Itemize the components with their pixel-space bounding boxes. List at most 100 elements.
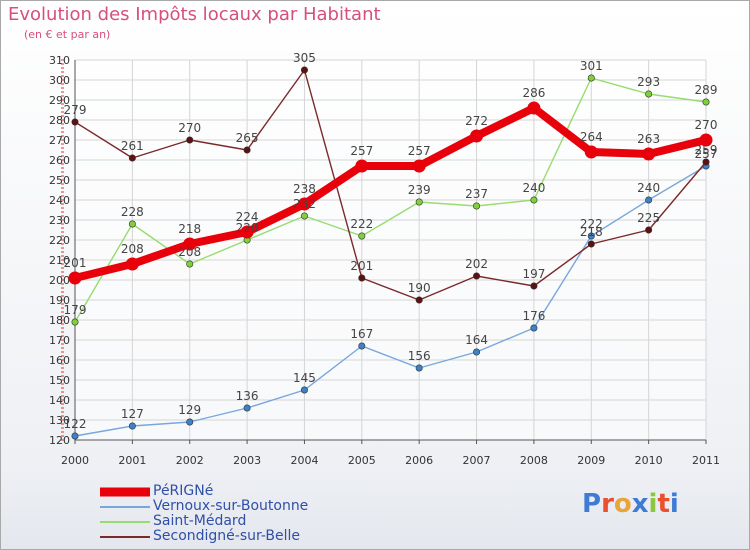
x-tick-label: 2009 xyxy=(577,454,605,467)
logo-letter: P xyxy=(582,489,602,519)
data-point xyxy=(125,257,139,271)
y-tick-label: 220 xyxy=(49,234,70,247)
data-label: 270 xyxy=(695,118,718,132)
data-label: 208 xyxy=(178,245,201,259)
data-label: 222 xyxy=(350,217,373,231)
x-tick-label: 2007 xyxy=(463,454,491,467)
y-tick-label: 130 xyxy=(49,414,70,427)
data-point xyxy=(412,159,426,173)
logo-letter: t xyxy=(657,489,670,519)
data-point xyxy=(473,202,481,210)
x-tick-label: 2005 xyxy=(348,454,376,467)
data-label: 257 xyxy=(695,147,718,161)
data-point xyxy=(358,342,366,350)
y-tick-label: 280 xyxy=(49,114,70,127)
data-label: 239 xyxy=(408,183,431,197)
data-label: 179 xyxy=(64,303,87,317)
legend-item: Vernoux-sur-Boutonne xyxy=(100,499,400,514)
x-tick-label: 2003 xyxy=(233,454,261,467)
data-point xyxy=(71,432,79,440)
data-point xyxy=(186,136,194,144)
data-point xyxy=(527,101,541,115)
data-point xyxy=(297,197,311,211)
y-tick-label: 190 xyxy=(49,294,70,307)
data-point xyxy=(584,145,598,159)
logo-letter: x xyxy=(631,489,649,519)
data-label: 201 xyxy=(350,259,373,273)
logo-letter: i xyxy=(648,489,658,519)
legend-item: PéRIGNé xyxy=(100,484,400,499)
data-label: 301 xyxy=(580,59,603,73)
y-tick-label: 250 xyxy=(49,174,70,187)
data-label: 218 xyxy=(580,225,603,239)
y-tick-label: 120 xyxy=(49,434,70,447)
legend-swatch xyxy=(100,505,150,508)
data-point xyxy=(300,66,308,74)
logo-letter: i xyxy=(669,489,679,519)
data-label: 201 xyxy=(64,256,87,270)
data-point xyxy=(243,404,251,412)
data-point xyxy=(68,271,82,285)
x-tick-label: 2000 xyxy=(61,454,89,467)
data-label: 270 xyxy=(178,121,201,135)
data-label: 257 xyxy=(408,144,431,158)
data-label: 263 xyxy=(637,132,660,146)
data-point xyxy=(530,196,538,204)
data-point xyxy=(183,237,197,251)
data-label: 238 xyxy=(293,182,316,196)
data-label: 225 xyxy=(637,211,660,225)
data-label: 286 xyxy=(522,86,545,100)
data-point xyxy=(358,274,366,282)
y-tick-label: 260 xyxy=(49,154,70,167)
x-tick-label: 2010 xyxy=(635,454,663,467)
data-label: 220 xyxy=(236,221,259,235)
data-label: 259 xyxy=(695,143,718,157)
data-label: 208 xyxy=(121,242,144,256)
x-tick-label: 2011 xyxy=(692,454,720,467)
data-label: 272 xyxy=(465,114,488,128)
data-point xyxy=(240,225,254,239)
legend-item: Secondigné-sur-Belle xyxy=(100,529,400,544)
data-point xyxy=(642,147,656,161)
x-tick-label: 2008 xyxy=(520,454,548,467)
data-label: 176 xyxy=(522,309,545,323)
y-tick-label: 140 xyxy=(49,394,70,407)
y-tick-label: 210 xyxy=(49,254,70,267)
data-label: 240 xyxy=(522,181,545,195)
data-label: 222 xyxy=(580,217,603,231)
data-point xyxy=(699,133,713,147)
data-label: 190 xyxy=(408,281,431,295)
data-point xyxy=(128,154,136,162)
data-label: 264 xyxy=(580,130,603,144)
data-label: 224 xyxy=(236,210,259,224)
data-label: 228 xyxy=(121,205,144,219)
legend-label: Vernoux-sur-Boutonne xyxy=(153,498,309,514)
y-tick-label: 240 xyxy=(49,194,70,207)
logo-letter: o xyxy=(613,489,632,519)
chart-title: Evolution des Impôts locaux par Habitant xyxy=(8,4,381,25)
chart-subtitle: (en € et par an) xyxy=(24,28,111,41)
legend-item: Saint-Médard xyxy=(100,514,400,529)
x-tick-label: 2002 xyxy=(176,454,204,467)
data-point xyxy=(71,318,79,326)
chart-legend: PéRIGNé Vernoux-sur-Boutonne Saint-Médard S… xyxy=(100,484,400,544)
data-label: 305 xyxy=(293,51,316,65)
data-point xyxy=(71,118,79,126)
series-line xyxy=(74,69,707,301)
series-line xyxy=(71,104,710,282)
data-point xyxy=(186,418,194,426)
data-point xyxy=(702,98,710,106)
data-point xyxy=(415,198,423,206)
data-label: 127 xyxy=(121,407,144,421)
data-label: 129 xyxy=(178,403,201,417)
data-label: 145 xyxy=(293,371,316,385)
data-label: 293 xyxy=(637,75,660,89)
y-tick-label: 300 xyxy=(49,74,70,87)
data-label: 156 xyxy=(408,349,431,363)
data-point xyxy=(415,364,423,372)
data-point xyxy=(128,422,136,430)
legend-label: Secondigné-sur-Belle xyxy=(153,528,301,544)
y-tick-label: 150 xyxy=(49,374,70,387)
data-point xyxy=(186,260,194,268)
data-point xyxy=(587,232,595,240)
